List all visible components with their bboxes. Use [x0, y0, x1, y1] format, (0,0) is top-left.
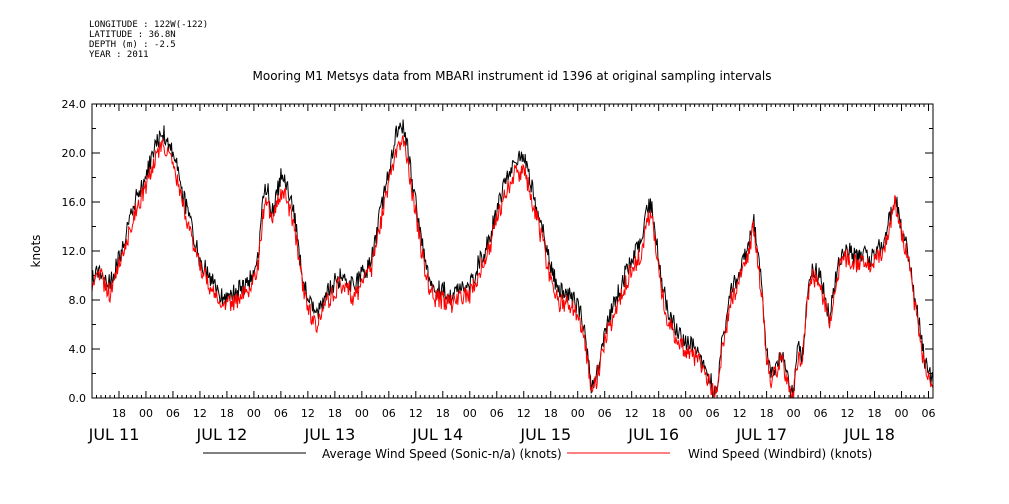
day-label: JUL 13 [303, 425, 355, 444]
metadata-block: LONGITUDE : 122W(-122) LATITUDE : 36.8N … [89, 20, 208, 60]
day-label: JUL 18 [843, 425, 895, 444]
day-label: JUL 17 [735, 425, 787, 444]
x-tick-label: 12 [517, 407, 531, 420]
meta-year: YEAR : 2011 [89, 50, 149, 60]
y-tick-label: 4.0 [69, 343, 87, 356]
x-tick-label: 18 [436, 407, 450, 420]
x-tick-label: 18 [220, 407, 234, 420]
day-labels: JUL 11 JUL 12 JUL 13 JUL 14 JUL 15 JUL 16 JUL … [88, 425, 895, 444]
y-axis-label: knots [29, 235, 43, 268]
x-tick-label: 12 [301, 407, 315, 420]
plot-frame [91, 103, 934, 399]
y-tick-label: 12.0 [62, 245, 87, 258]
series-line-1 [91, 119, 934, 398]
x-tick-label: 00 [679, 407, 693, 420]
y-tick-label: 16.0 [62, 196, 87, 209]
axis-ticks [91, 103, 934, 399]
x-tick-label: 06 [598, 407, 612, 420]
x-tick-label: 12 [409, 407, 423, 420]
y-tick-label: 0.0 [69, 392, 87, 405]
x-tick-label: 18 [328, 407, 342, 420]
x-tick-label: 18 [652, 407, 666, 420]
x-tick-label: 06 [274, 407, 288, 420]
meta-longitude: LONGITUDE : 122W(-122) [89, 20, 209, 30]
y-tick-labels: 0.0 4.0 8.0 12.0 16.0 20.0 24.0 [62, 98, 87, 405]
x-tick-label: 00 [895, 407, 909, 420]
y-tick-label: 8.0 [69, 294, 87, 307]
x-tick-label: 18 [544, 407, 558, 420]
meta-depth: DEPTH (m) : -2.5 [89, 40, 176, 50]
x-tick-label: 06 [490, 407, 504, 420]
x-tick-label: 18 [112, 407, 126, 420]
x-tick-label: 06 [814, 407, 828, 420]
x-tick-label: 12 [193, 407, 207, 420]
x-tick-label: 06 [166, 407, 180, 420]
meta-latitude: LATITUDE : 36.8N [89, 30, 176, 40]
y-tick-label: 24.0 [62, 98, 87, 111]
day-label: JUL 14 [411, 425, 463, 444]
x-tick-label: 18 [868, 407, 882, 420]
day-label: JUL 12 [196, 425, 248, 444]
x-tick-label: 12 [625, 407, 639, 420]
legend-label-1: Average Wind Speed (Sonic-n/a) (knots) [322, 447, 562, 461]
legend-label-2: Wind Speed (Windbird) (knots) [688, 447, 872, 461]
chart-title: Mooring M1 Metsys data from MBARI instru… [253, 69, 772, 83]
x-tick-label: 00 [247, 407, 261, 420]
x-tick-label: 00 [787, 407, 801, 420]
legend: Average Wind Speed (Sonic-n/a) (knots) Wi… [203, 447, 872, 461]
x-tick-label: 06 [922, 407, 936, 420]
x-tick-label: 18 [760, 407, 774, 420]
x-tick-label: 12 [733, 407, 747, 420]
x-tick-labels: 18 00 06 12 18 00 06 12 18 00 06 12 18 00 06 12 18 00 06 12… [112, 407, 936, 420]
series-line-2 [91, 134, 934, 399]
x-tick-label: 00 [139, 407, 153, 420]
x-tick-label: 00 [355, 407, 369, 420]
x-tick-label: 00 [463, 407, 477, 420]
x-tick-label: 00 [571, 407, 585, 420]
y-tick-label: 20.0 [62, 147, 87, 160]
day-label: JUL 15 [519, 425, 571, 444]
day-label: JUL 16 [627, 425, 679, 444]
day-label: JUL 11 [88, 425, 140, 444]
x-tick-label: 06 [382, 407, 396, 420]
series-layer [91, 119, 934, 399]
x-tick-label: 06 [706, 407, 720, 420]
x-tick-label: 12 [841, 407, 855, 420]
